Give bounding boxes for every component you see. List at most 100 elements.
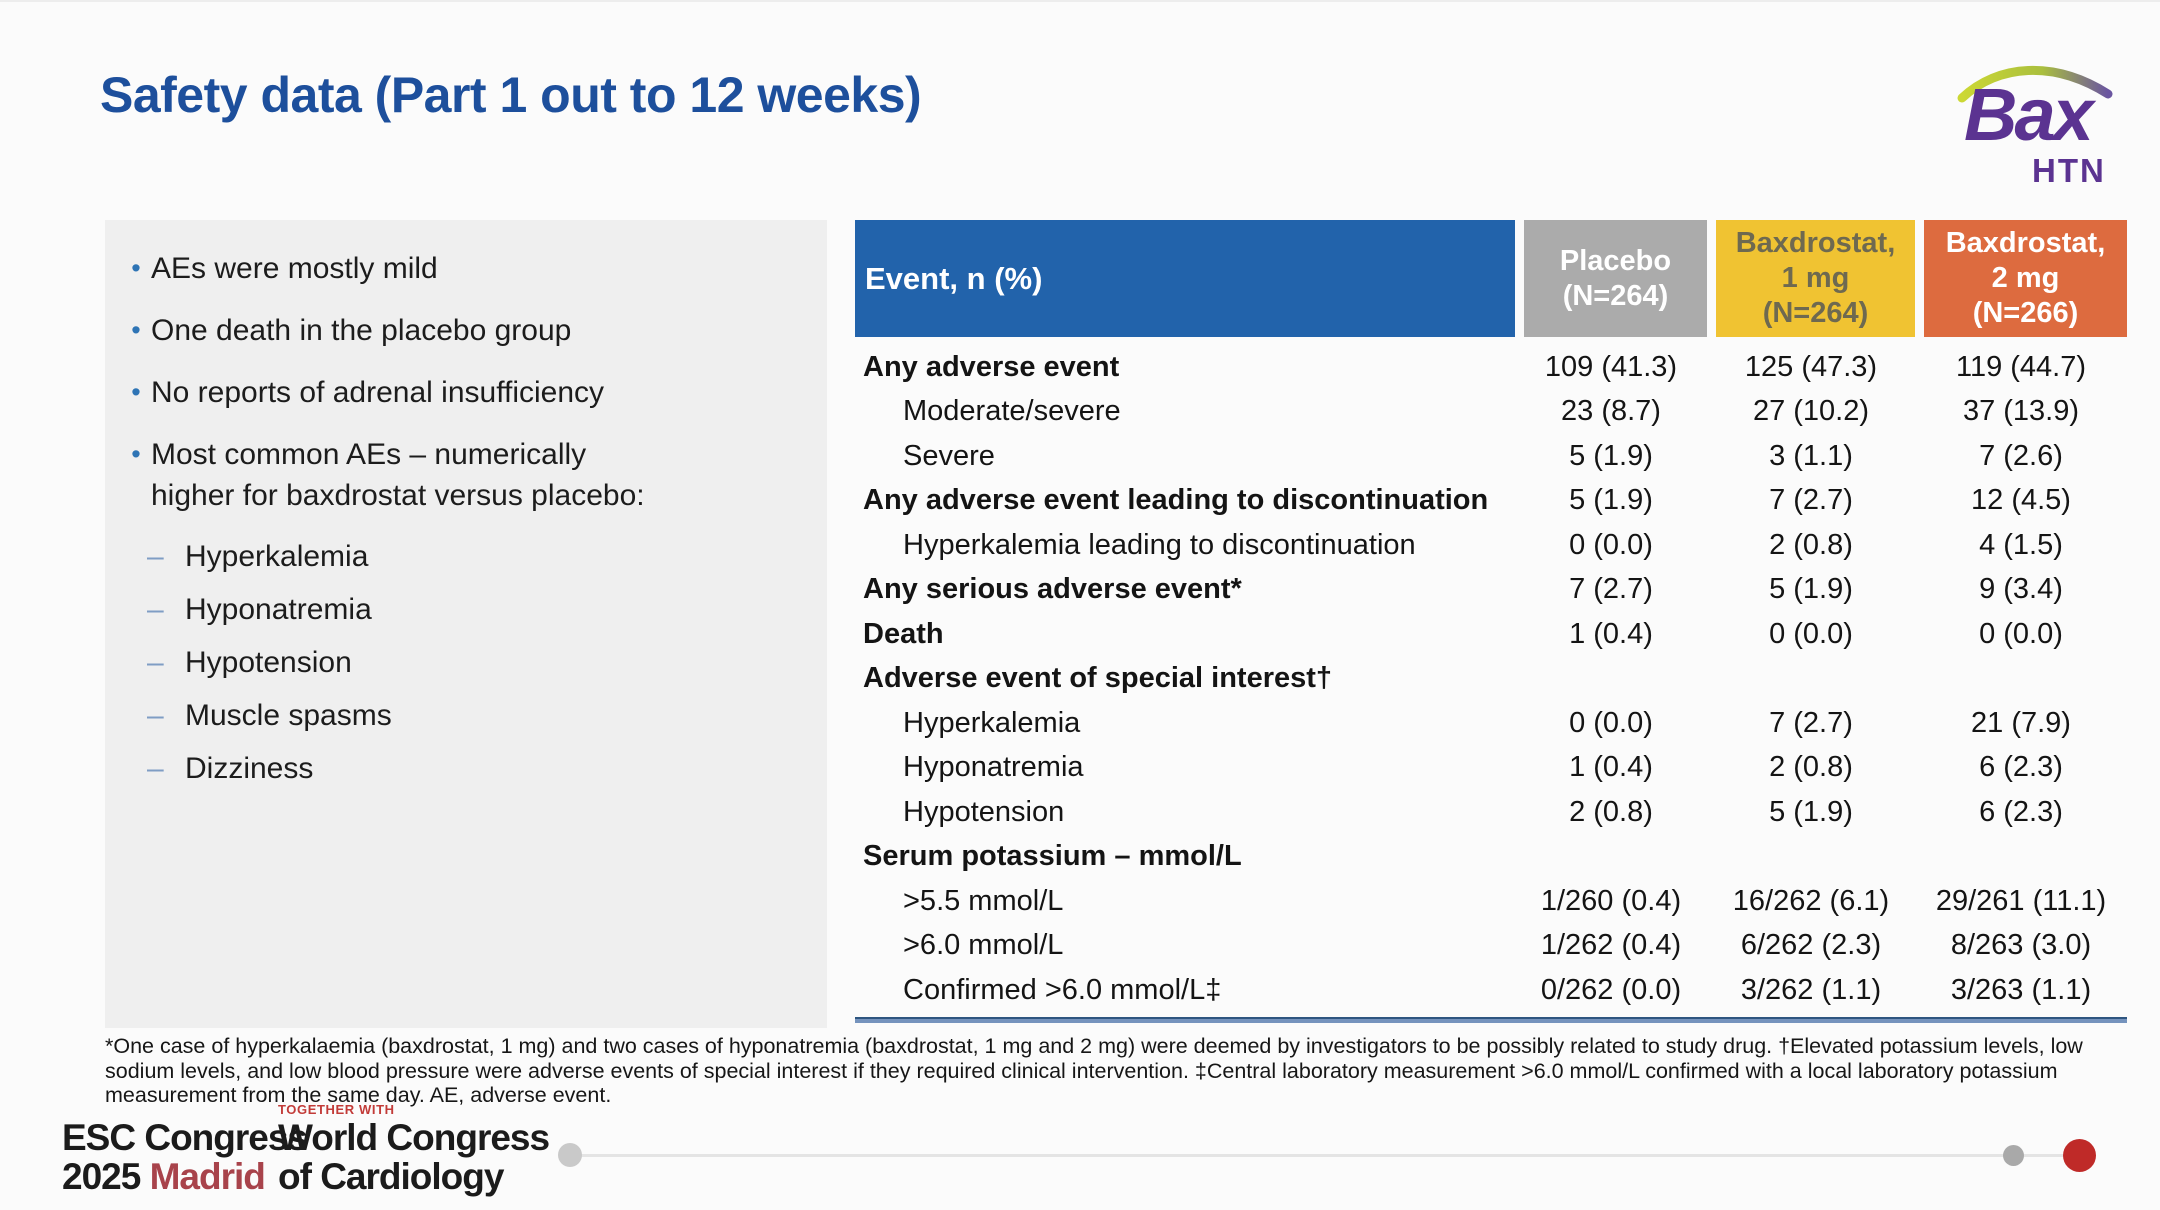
esc-congress-line2: 2025 Madrid bbox=[62, 1157, 307, 1196]
table-row: Hyponatremia 1 (0.4) 2 (0.8) 6 (2.3) bbox=[855, 746, 2127, 791]
bullet-dot-icon: • bbox=[131, 377, 141, 407]
cell-baxdrostat-1mg: 5 (1.9) bbox=[1769, 573, 1853, 606]
footnote: *One case of hyperkalaemia (baxdrostat, … bbox=[105, 1034, 2083, 1107]
cell-baxdrostat-1mg: 3 (1.1) bbox=[1769, 439, 1853, 472]
table-row: Adverse event of special interest† bbox=[855, 657, 2127, 702]
cell-placebo: 0 (0.0) bbox=[1569, 528, 1653, 561]
table-row: Hypotension 2 (0.8) 5 (1.9) 6 (2.3) bbox=[855, 790, 2127, 835]
key-points-list: • AEs were mostly mild • One death in th… bbox=[121, 248, 811, 516]
esc-congress-line1: ESC Congress bbox=[62, 1117, 308, 1158]
table-row: Moderate/severe 23 (8.7) 27 (10.2) 37 (1… bbox=[855, 390, 2127, 435]
dash-icon: – bbox=[147, 646, 164, 679]
table-header-baxdrostat-1mg: Baxdrostat, 1 mg (N=264) bbox=[1716, 220, 1915, 337]
logo-sub-text: HTN bbox=[2032, 152, 2106, 189]
key-points-panel: • AEs were mostly mild • One death in th… bbox=[105, 220, 827, 1028]
row-label: Confirmed >6.0 mmol/L‡ bbox=[903, 973, 1222, 1006]
cell-baxdrostat-1mg: 0 (0.0) bbox=[1769, 617, 1853, 650]
esc-congress-logo: ESC Congress 2025 Madrid bbox=[62, 1117, 308, 1196]
cell-placebo: 2 (0.8) bbox=[1569, 795, 1653, 828]
sub-bullet-item: – Dizziness bbox=[147, 749, 811, 789]
row-label: >6.0 mmol/L bbox=[903, 929, 1064, 962]
baxhtn-logo: Bax HTN bbox=[1957, 54, 2142, 189]
cell-placebo: 0 (0.0) bbox=[1569, 706, 1653, 739]
bullet-dot-icon: • bbox=[131, 253, 141, 283]
sub-bullet-text: Muscle spasms bbox=[185, 699, 392, 732]
bullet-text: AEs were mostly mild bbox=[151, 252, 438, 285]
table-row: Any adverse event leading to discontinua… bbox=[855, 479, 2127, 524]
safety-table: Event, n (%) Placebo (N=264) Baxdrostat,… bbox=[855, 220, 2127, 1023]
cell-placebo: 1 (0.4) bbox=[1569, 751, 1653, 784]
cell-baxdrostat-2mg: 6 (2.3) bbox=[1979, 795, 2063, 828]
table-row: Any serious adverse event* 7 (2.7) 5 (1.… bbox=[855, 568, 2127, 613]
cell-baxdrostat-2mg: 7 (2.6) bbox=[1979, 439, 2063, 472]
sub-bullet-text: Hyponatremia bbox=[185, 593, 372, 626]
timeline-playhead-dot[interactable] bbox=[2063, 1139, 2096, 1172]
row-label: Serum potassium – mmol/L bbox=[863, 840, 1242, 873]
cell-baxdrostat-1mg: 125 (47.3) bbox=[1744, 350, 1878, 383]
key-points-sublist: – Hyperkalemia – Hyponatremia – Hypotens… bbox=[147, 537, 811, 789]
dash-icon: – bbox=[147, 752, 164, 785]
dash-icon: – bbox=[147, 593, 164, 626]
sub-bullet-item: – Hyperkalemia bbox=[147, 537, 811, 577]
cell-baxdrostat-1mg: 5 (1.9) bbox=[1769, 795, 1853, 828]
row-label: Hypotension bbox=[903, 795, 1065, 828]
row-label: Adverse event of special interest† bbox=[863, 662, 1333, 695]
cell-baxdrostat-2mg: 8/263 (3.0) bbox=[1950, 929, 2092, 962]
bullet-dot-icon: • bbox=[131, 315, 141, 345]
sub-bullet-item: – Hyponatremia bbox=[147, 590, 811, 630]
table-row: Hyperkalemia 0 (0.0) 7 (2.7) 21 (7.9) bbox=[855, 701, 2127, 746]
table-row: Severe 5 (1.9) 3 (1.1) 7 (2.6) bbox=[855, 434, 2127, 479]
row-label: Hyperkalemia bbox=[903, 706, 1081, 739]
page-title: Safety data (Part 1 out to 12 weeks) bbox=[100, 67, 922, 123]
esc-year: 2025 bbox=[62, 1156, 150, 1197]
bullet-item: • Most common AEs – numerically higher f… bbox=[121, 434, 811, 516]
cell-baxdrostat-2mg: 37 (13.9) bbox=[1962, 395, 2080, 428]
sub-bullet-item: – Muscle spasms bbox=[147, 696, 811, 736]
table-row: Serum potassium – mmol/L bbox=[855, 835, 2127, 880]
timeline-start-dot[interactable] bbox=[558, 1143, 582, 1167]
cell-baxdrostat-1mg: 16/262 (6.1) bbox=[1732, 884, 1890, 917]
cell-placebo: 1/260 (0.4) bbox=[1540, 884, 1682, 917]
bullet-dot-icon: • bbox=[131, 439, 141, 469]
cell-baxdrostat-1mg: 2 (0.8) bbox=[1769, 751, 1853, 784]
world-congress-logo: World Congress of Cardiology bbox=[278, 1118, 550, 1197]
cell-baxdrostat-2mg: 6 (2.3) bbox=[1979, 751, 2063, 784]
bullet-item: • AEs were mostly mild bbox=[121, 248, 811, 289]
sub-bullet-text: Hyperkalemia bbox=[185, 540, 369, 573]
wcc-line2: of Cardiology bbox=[278, 1156, 504, 1197]
cell-baxdrostat-1mg: 3/262 (1.1) bbox=[1740, 973, 1882, 1006]
table-header-baxdrostat-2mg: Baxdrostat, 2 mg (N=266) bbox=[1924, 220, 2127, 337]
cell-placebo: 1/262 (0.4) bbox=[1540, 929, 1682, 962]
sub-bullet-text: Hypotension bbox=[185, 646, 352, 679]
timeline-marker-dot[interactable] bbox=[2003, 1145, 2024, 1166]
logo-swoosh-icon bbox=[1957, 66, 2113, 103]
table-row: Hyperkalemia leading to discontinuation … bbox=[855, 523, 2127, 568]
bullet-text: One death in the placebo group bbox=[151, 314, 572, 347]
table-row: >6.0 mmol/L 1/262 (0.4) 6/262 (2.3) 8/26… bbox=[855, 924, 2127, 969]
esc-city: Madrid bbox=[149, 1156, 266, 1197]
together-with-label: TOGETHER WITH bbox=[278, 1102, 395, 1117]
cell-baxdrostat-2mg: 0 (0.0) bbox=[1979, 617, 2063, 650]
table-header-placebo: Placebo (N=264) bbox=[1524, 220, 1707, 337]
timeline-track[interactable] bbox=[570, 1154, 2082, 1157]
table-row: Confirmed >6.0 mmol/L‡ 0/262 (0.0) 3/262… bbox=[855, 968, 2127, 1013]
row-label: >5.5 mmol/L bbox=[903, 884, 1064, 917]
cell-placebo: 23 (8.7) bbox=[1561, 395, 1661, 428]
cell-baxdrostat-1mg: 7 (2.7) bbox=[1769, 484, 1853, 517]
table-header-row: Event, n (%) Placebo (N=264) Baxdrostat,… bbox=[855, 220, 2127, 337]
cell-baxdrostat-2mg: 29/261 (11.1) bbox=[1935, 884, 2107, 917]
cell-baxdrostat-1mg: 6/262 (2.3) bbox=[1740, 929, 1882, 962]
bullet-item: • No reports of adrenal insufficiency bbox=[121, 372, 811, 413]
dash-icon: – bbox=[147, 699, 164, 732]
sub-bullet-item: – Hypotension bbox=[147, 643, 811, 683]
table-row: Any adverse event 109 (41.3) 125 (47.3) … bbox=[855, 345, 2127, 390]
cell-baxdrostat-1mg: 7 (2.7) bbox=[1769, 706, 1853, 739]
sub-bullet-text: Dizziness bbox=[185, 752, 314, 785]
bullet-item: • One death in the placebo group bbox=[121, 310, 811, 351]
cell-baxdrostat-1mg: 27 (10.2) bbox=[1752, 395, 1870, 428]
cell-baxdrostat-1mg: 2 (0.8) bbox=[1769, 528, 1853, 561]
row-label: Any adverse event bbox=[863, 350, 1120, 383]
cell-baxdrostat-2mg: 21 (7.9) bbox=[1971, 706, 2071, 739]
table-bottom-rule bbox=[855, 1016, 2127, 1023]
